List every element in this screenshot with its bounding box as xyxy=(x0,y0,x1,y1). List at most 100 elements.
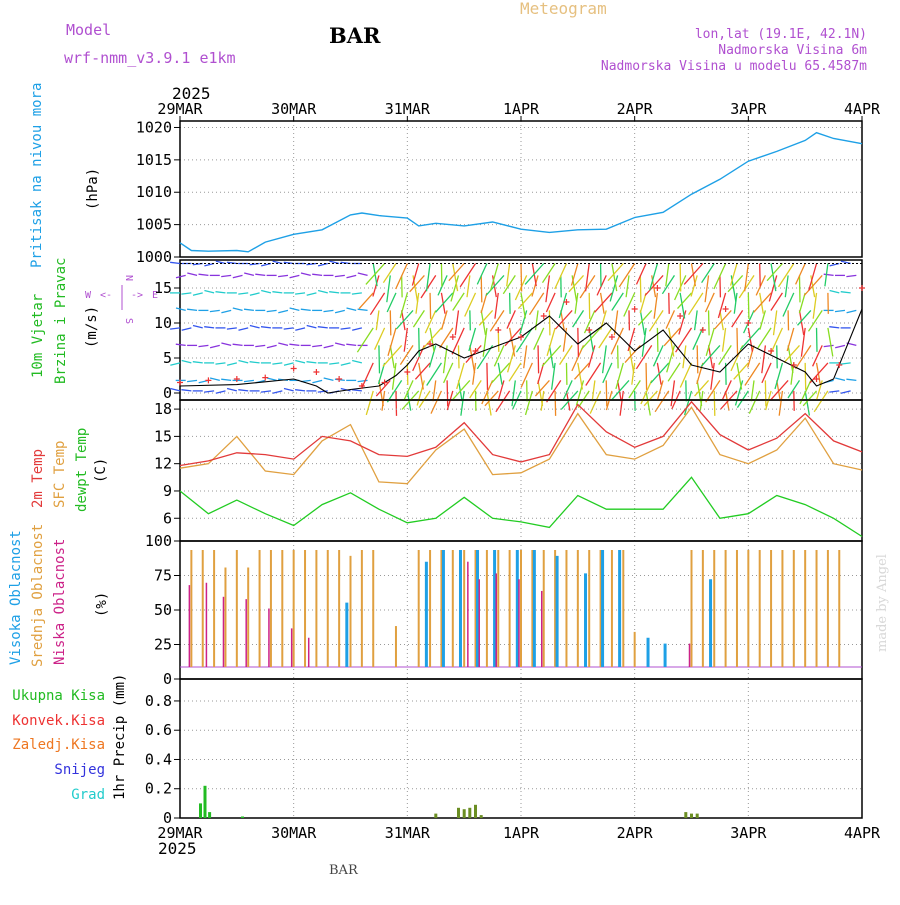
wind-arrow xyxy=(847,310,857,312)
wind-arrow xyxy=(387,380,401,402)
wind-arrow xyxy=(748,293,749,319)
wind-arrow xyxy=(347,308,357,310)
wind-arrow xyxy=(835,378,845,380)
wind-arrow xyxy=(375,328,385,350)
wind-arrow xyxy=(555,391,556,416)
wind-arrow xyxy=(546,293,555,312)
wind-arrow xyxy=(496,391,510,412)
top-date-label: 4APR xyxy=(844,100,881,118)
wind-arrow xyxy=(413,310,424,327)
wind-arrow xyxy=(431,391,441,414)
legend-total: Ukupna Kisa xyxy=(12,688,105,704)
wind-arrow xyxy=(732,310,743,327)
wind-arrow xyxy=(376,310,379,330)
wind-arrow xyxy=(346,344,356,345)
precip-bar xyxy=(199,803,202,818)
wind-arrow xyxy=(415,363,430,379)
wind-arrow xyxy=(664,328,680,346)
precip-ytick-label: 0 xyxy=(163,809,172,827)
wind-arrow xyxy=(508,345,516,372)
wind-arrow xyxy=(400,293,407,318)
wind-arrow xyxy=(176,275,186,277)
wind-arrow xyxy=(193,326,203,328)
wind-arrow xyxy=(261,327,271,328)
wind-arrow xyxy=(455,310,458,335)
wind-arrow xyxy=(578,328,579,357)
wind-arrow xyxy=(295,293,305,294)
wind-arrow xyxy=(697,345,698,373)
wind-arrow xyxy=(341,363,351,365)
wind-arrow xyxy=(481,275,482,302)
precip-bar xyxy=(204,786,207,818)
wind-arrow xyxy=(307,264,317,265)
wind-arrow xyxy=(187,380,197,381)
wind-arrow xyxy=(734,363,749,379)
wind-arrow xyxy=(599,328,612,348)
wind-arrow xyxy=(335,343,345,345)
precip-bar xyxy=(434,814,437,818)
cloud-ytick-label: 25 xyxy=(154,636,172,654)
wind-arrow xyxy=(438,275,447,295)
wind-arrow xyxy=(846,379,856,380)
wind-arrow xyxy=(427,363,442,386)
wind-arrow xyxy=(695,310,698,330)
footer-station: BAR xyxy=(329,863,359,878)
wind-arrow xyxy=(329,292,339,293)
temp-unit: (C) xyxy=(93,458,109,483)
wind-arrow xyxy=(470,345,475,373)
wind-arrow xyxy=(538,345,539,373)
wind-arrow xyxy=(767,264,782,281)
wind-arrow xyxy=(307,293,317,295)
wind-arrow xyxy=(433,380,436,401)
top-date-label: 31MAR xyxy=(385,100,431,118)
wind-arrow xyxy=(546,275,550,302)
wind-arrow xyxy=(176,344,186,345)
wind-arrow xyxy=(324,345,334,347)
wind-arrow xyxy=(573,310,584,327)
wind-arrow xyxy=(199,345,209,346)
bottom-date-label: 31MAR xyxy=(385,824,431,842)
wind-arrow xyxy=(352,328,362,330)
cloud-ylabel-2: Srednja Oblacnost xyxy=(30,524,46,667)
wind-ytick-label: 10 xyxy=(154,314,172,332)
wind-arrow xyxy=(590,391,600,414)
wind-arrow xyxy=(419,363,424,390)
temp-ytick-label: 12 xyxy=(154,455,172,473)
dewpt-line xyxy=(180,477,862,536)
wind-arrow xyxy=(400,345,413,364)
altitude: Nadmorska Visina 6m xyxy=(718,43,867,58)
wind-arrow xyxy=(784,345,799,362)
wind-arrow xyxy=(589,293,590,319)
bottom-date-label: 30MAR xyxy=(271,824,317,842)
wind-arrow xyxy=(796,345,811,368)
precip-legend: Ukupna Kisa Konvek.Kisa Zaledj.Kisa Snij… xyxy=(12,688,105,803)
wind-arrow xyxy=(324,310,334,311)
station-title: BAR xyxy=(329,23,381,48)
wind-arrow xyxy=(646,363,647,390)
precip-bar xyxy=(480,815,483,818)
wind-arrow xyxy=(267,310,277,311)
temp-ylabel-3: dewpt Temp xyxy=(74,428,90,512)
wind-arrow xyxy=(449,264,464,281)
wind-arrow xyxy=(261,391,271,392)
wind-arrow xyxy=(662,275,674,293)
wind-arrow xyxy=(680,264,681,292)
wind-arrow xyxy=(176,308,186,310)
wind-arrow xyxy=(227,363,237,365)
wind-arrow xyxy=(841,363,851,364)
wind-arrow xyxy=(430,293,431,319)
gust-marker xyxy=(859,285,865,291)
wind-arrow xyxy=(284,389,294,391)
wind-arrow xyxy=(272,363,282,364)
wind-arrow xyxy=(758,328,771,348)
coords: lon,lat (19.1E, 42.1N) xyxy=(695,27,867,42)
wind-arrow xyxy=(233,275,243,277)
wind-arrow xyxy=(193,362,203,363)
top-date-label: 30MAR xyxy=(271,100,317,118)
wind-arrow xyxy=(204,291,214,293)
wind-arrow xyxy=(324,378,334,380)
wind-arrow xyxy=(547,380,561,402)
wind-arrow xyxy=(284,328,294,329)
